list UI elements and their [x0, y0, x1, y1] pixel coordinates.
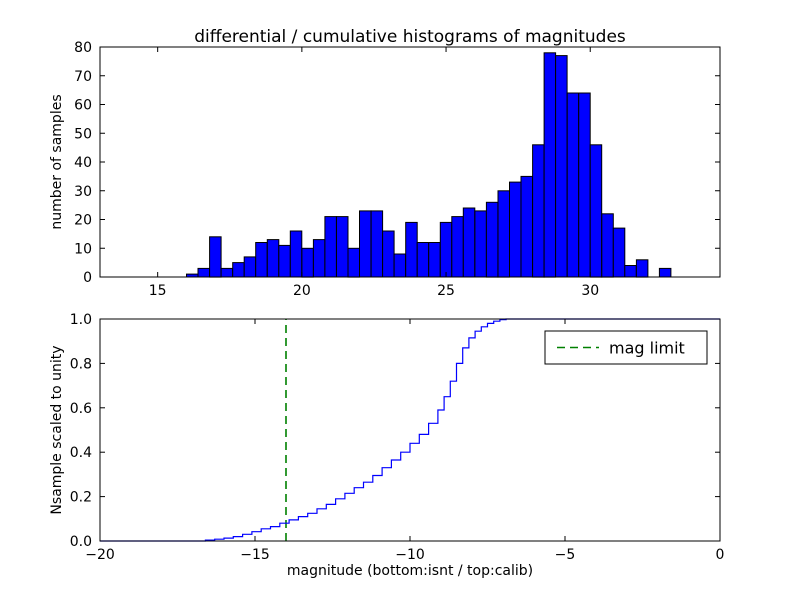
histogram-bar [405, 221, 418, 278]
y-tick-label: 30 [74, 184, 92, 200]
cumulative-line [100, 318, 720, 542]
histogram-bar [301, 247, 314, 278]
y-tick-label: 0.8 [70, 356, 92, 372]
histogram-bar [393, 253, 407, 278]
x-tick-label: 30 [581, 283, 599, 299]
x-tick-label: −10 [395, 547, 425, 563]
y-tick-label: 1.0 [70, 312, 92, 328]
x-tick-label: 20 [293, 283, 311, 299]
histogram-bar [439, 221, 453, 278]
y-tick-label: 20 [74, 213, 92, 229]
y-tick-label: 0.4 [70, 445, 92, 461]
y-tick-label: 40 [74, 155, 92, 171]
histogram-bar [658, 267, 672, 278]
x-tick-label: −15 [240, 547, 270, 563]
histogram-bar [566, 92, 580, 278]
histogram-bar [278, 244, 291, 278]
y-tick-label: 0.0 [70, 534, 92, 550]
x-axis-label: magnitude (bottom:isnt / top:calib) [286, 563, 534, 579]
histogram-bar [370, 210, 384, 278]
histogram-bars [186, 52, 672, 278]
x-tick-label: 0 [716, 547, 725, 563]
histogram-bar [324, 216, 337, 278]
y-tick-label: 50 [74, 126, 92, 142]
x-tick-label: −5 [555, 547, 576, 563]
legend: mag limit [544, 330, 708, 365]
histogram-bar [451, 216, 464, 278]
histogram-bar [243, 256, 257, 278]
histogram-bar [255, 242, 268, 278]
x-tick-label: 25 [437, 283, 455, 299]
y-tick-label: 80 [74, 40, 92, 56]
bottom-y-axis-label: Nsample scaled to unity [49, 345, 65, 515]
histogram-bar [589, 144, 603, 278]
histogram-bar [612, 227, 626, 278]
differential-histogram-axes: 15 20 25 30 0 10 20 30 40 50 60 70 80 [74, 40, 721, 299]
y-tick-label: 0.6 [70, 401, 92, 417]
histogram-bar [474, 210, 487, 278]
histogram-bar [220, 267, 234, 278]
histogram-bar [578, 92, 591, 278]
y-tick-label: 70 [74, 69, 92, 85]
histogram-bar [624, 265, 637, 278]
histogram-bar [232, 262, 245, 278]
histogram-bar [509, 181, 522, 278]
histogram-bar [543, 52, 557, 278]
x-tick-label: 15 [149, 283, 167, 299]
histogram-bar [532, 144, 545, 278]
histogram-bar [462, 207, 476, 278]
histogram-bar [555, 55, 568, 278]
x-tick-label: −20 [85, 547, 115, 563]
histogram-bar [209, 236, 222, 278]
histogram-bar [635, 259, 649, 278]
histogram-bar [289, 230, 303, 278]
histogram-bar [520, 175, 533, 278]
histogram-bar [359, 210, 372, 278]
histogram-bar [266, 239, 280, 278]
y-tick-label: 60 [74, 98, 92, 114]
histogram-bar [485, 201, 499, 278]
histogram-bar [312, 239, 326, 278]
legend-label: mag limit [609, 339, 685, 358]
histogram-bar [428, 242, 441, 278]
cumulative-histogram-axes: −20 −15 −10 −5 0 0.0 0.2 0.4 0.6 0.8 1.0 mag limit [70, 312, 725, 563]
y-tick-label: 10 [74, 241, 92, 257]
histogram-bar [197, 267, 210, 278]
chart-title: differential / cumulative histograms of … [194, 27, 626, 47]
histogram-bar [416, 242, 430, 278]
histogram-bar [601, 213, 614, 278]
y-tick-label: 0.2 [70, 490, 92, 506]
histogram-bar [497, 190, 510, 278]
y-tick-label: 0 [83, 270, 92, 286]
histogram-bar [347, 247, 360, 278]
histogram-bar [382, 230, 395, 278]
top-y-axis-label: number of samples [49, 94, 65, 230]
histogram-bar [336, 216, 349, 278]
